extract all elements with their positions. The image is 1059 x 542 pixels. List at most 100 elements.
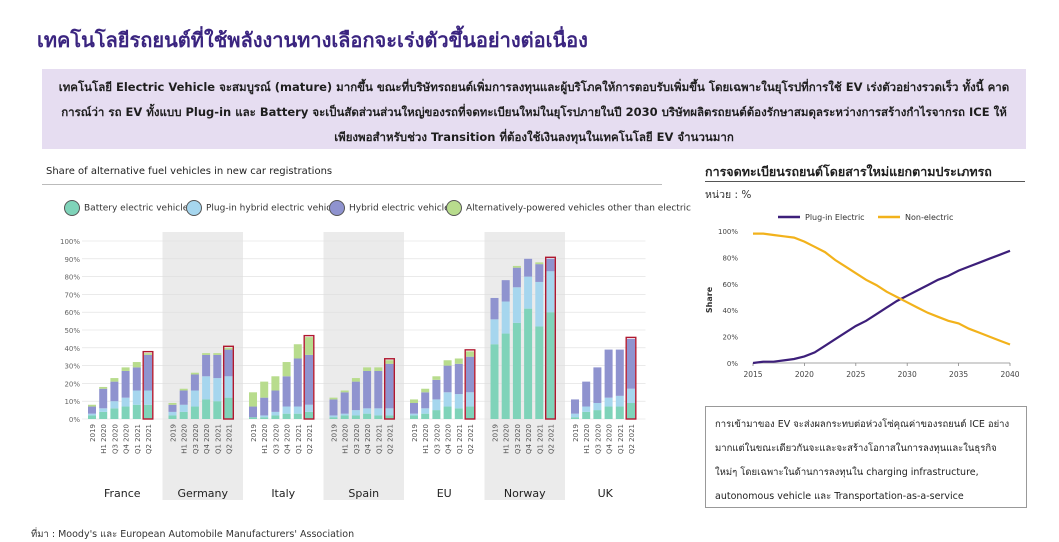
bar-segment-hev	[121, 370, 130, 398]
bar-segment-phev	[627, 388, 635, 403]
bar-segment-phev	[454, 394, 463, 409]
bar-segment-bev	[340, 415, 349, 419]
bar-segment-hev	[293, 358, 302, 407]
bar-segment-bev	[410, 415, 418, 419]
bar-segment-hev	[110, 381, 119, 402]
bar-segment-alt	[282, 362, 291, 377]
bar-segment-bev	[190, 406, 199, 419]
bar-segment-phev	[329, 415, 338, 418]
bar-segment-phev	[604, 397, 613, 407]
x-tick-label: Q2 2021	[628, 424, 636, 454]
bar-segment-hev	[99, 388, 108, 409]
bar-segment-alt	[190, 372, 199, 375]
x-tick-label: Q2 2021	[306, 424, 314, 454]
bar-segment-bev	[466, 406, 474, 419]
x-tick-label: Q4 2020	[445, 424, 453, 454]
bar-segment-alt	[374, 367, 383, 371]
group-label: Norway	[504, 487, 546, 500]
bar-segment-alt	[260, 381, 269, 398]
bar-segment-bev	[132, 404, 141, 419]
bar-segment-alt	[305, 337, 313, 355]
bar-segment-alt	[224, 347, 233, 350]
x-tick-label: H1 2020	[342, 424, 350, 454]
bar-segment-alt	[432, 376, 441, 380]
divider	[42, 184, 662, 185]
bar-segment-hev	[443, 365, 452, 393]
bar-segment-hev	[168, 404, 177, 412]
legend-label: Plug-in Electric	[805, 213, 865, 222]
bar-segment-bev	[249, 417, 257, 419]
x-tick-label: 2015	[743, 370, 762, 379]
bar-segment-bev	[627, 402, 635, 419]
bar-segment-phev	[443, 392, 452, 407]
x-tick-label: 2040	[1000, 370, 1019, 379]
y-tick-label: 100%	[718, 228, 738, 236]
bar-segment-bev	[144, 404, 152, 419]
bar-segment-bev	[490, 344, 499, 419]
bar-segment-hev	[535, 264, 544, 282]
bar-segment-bev	[571, 417, 579, 419]
y-tick-label: 30%	[64, 363, 80, 371]
summary-box: เทคโนโลยี Electric Vehicle จะสมบูรณ์ (ma…	[42, 69, 1026, 149]
bar-segment-bev	[202, 399, 211, 419]
bar-segment-bev	[593, 410, 602, 419]
series-line-non-electric	[753, 232, 1011, 346]
bar-segment-phev	[571, 413, 579, 418]
y-tick-label: 10%	[64, 398, 80, 406]
legend-label: Alternatively-powered vehicles other tha…	[466, 203, 691, 214]
bar-segment-alt	[385, 360, 394, 364]
divider	[705, 181, 1025, 182]
bar-segment-alt	[271, 376, 280, 391]
gas-car-icon	[446, 200, 462, 216]
bar-segment-hev	[627, 338, 635, 389]
x-tick-label: Q3 2020	[111, 424, 119, 454]
bar-segment-phev	[374, 408, 383, 416]
legend-label: Hybrid electric vehicles	[349, 203, 455, 214]
bar-segment-hev	[615, 349, 624, 396]
bar-segment-alt	[168, 402, 177, 405]
bar-segment-bev	[121, 406, 130, 419]
bar-segment-bev	[282, 413, 291, 419]
legend-label: Battery electric vehicles	[84, 203, 193, 214]
y-tick-label: 20%	[64, 380, 80, 388]
bar-segment-bev	[363, 413, 372, 419]
legend-item-hev: Hybrid electric vehicles	[329, 200, 454, 216]
bar-segment-bev	[110, 408, 119, 419]
group-label: Germany	[177, 487, 228, 500]
bar-segment-phev	[385, 408, 394, 416]
highlight-outline	[303, 334, 315, 420]
x-tick-label: Q1 2021	[375, 424, 383, 454]
unit-label: หน่วย : %	[705, 189, 752, 201]
group-label: Italy	[271, 487, 295, 500]
group-label: EU	[437, 487, 452, 500]
y-tick-label: 80%	[722, 254, 738, 262]
x-tick-label: 2019	[331, 424, 339, 442]
bar-segment-phev	[363, 408, 372, 414]
bar-segment-bev	[604, 406, 613, 419]
bar-segment-bev	[512, 322, 521, 419]
y-tick-label: 100%	[60, 238, 80, 246]
source-note: ที่มา : Moody's และ European Automobile …	[31, 529, 355, 540]
bar-segment-phev	[271, 411, 280, 416]
x-tick-label: H1 2020	[181, 424, 189, 454]
bar-segment-hev	[374, 370, 383, 409]
x-tick-label: H1 2020	[100, 424, 108, 454]
bar-segment-alt	[121, 367, 130, 371]
highlight-outline	[464, 349, 476, 420]
bar-segment-alt	[443, 360, 452, 366]
x-tick-label: H1 2020	[503, 424, 511, 454]
highlight-outline	[545, 256, 557, 420]
y-tick-label: 60%	[722, 281, 738, 289]
bar-segment-alt	[535, 262, 544, 265]
y-tick-label: 60%	[64, 309, 80, 317]
y-tick-label: 80%	[64, 274, 80, 282]
bar-segment-hev	[454, 363, 463, 395]
bar-segment-hev	[282, 376, 291, 407]
bar-segment-hev	[305, 354, 313, 405]
bar-segment-phev	[202, 376, 211, 400]
y-tick-label: 0%	[69, 416, 80, 424]
bar-segment-bev	[432, 410, 441, 419]
bar-segment-alt	[410, 399, 418, 403]
x-tick-label: Q2 2021	[467, 424, 475, 454]
bar-segment-bev	[546, 312, 555, 419]
